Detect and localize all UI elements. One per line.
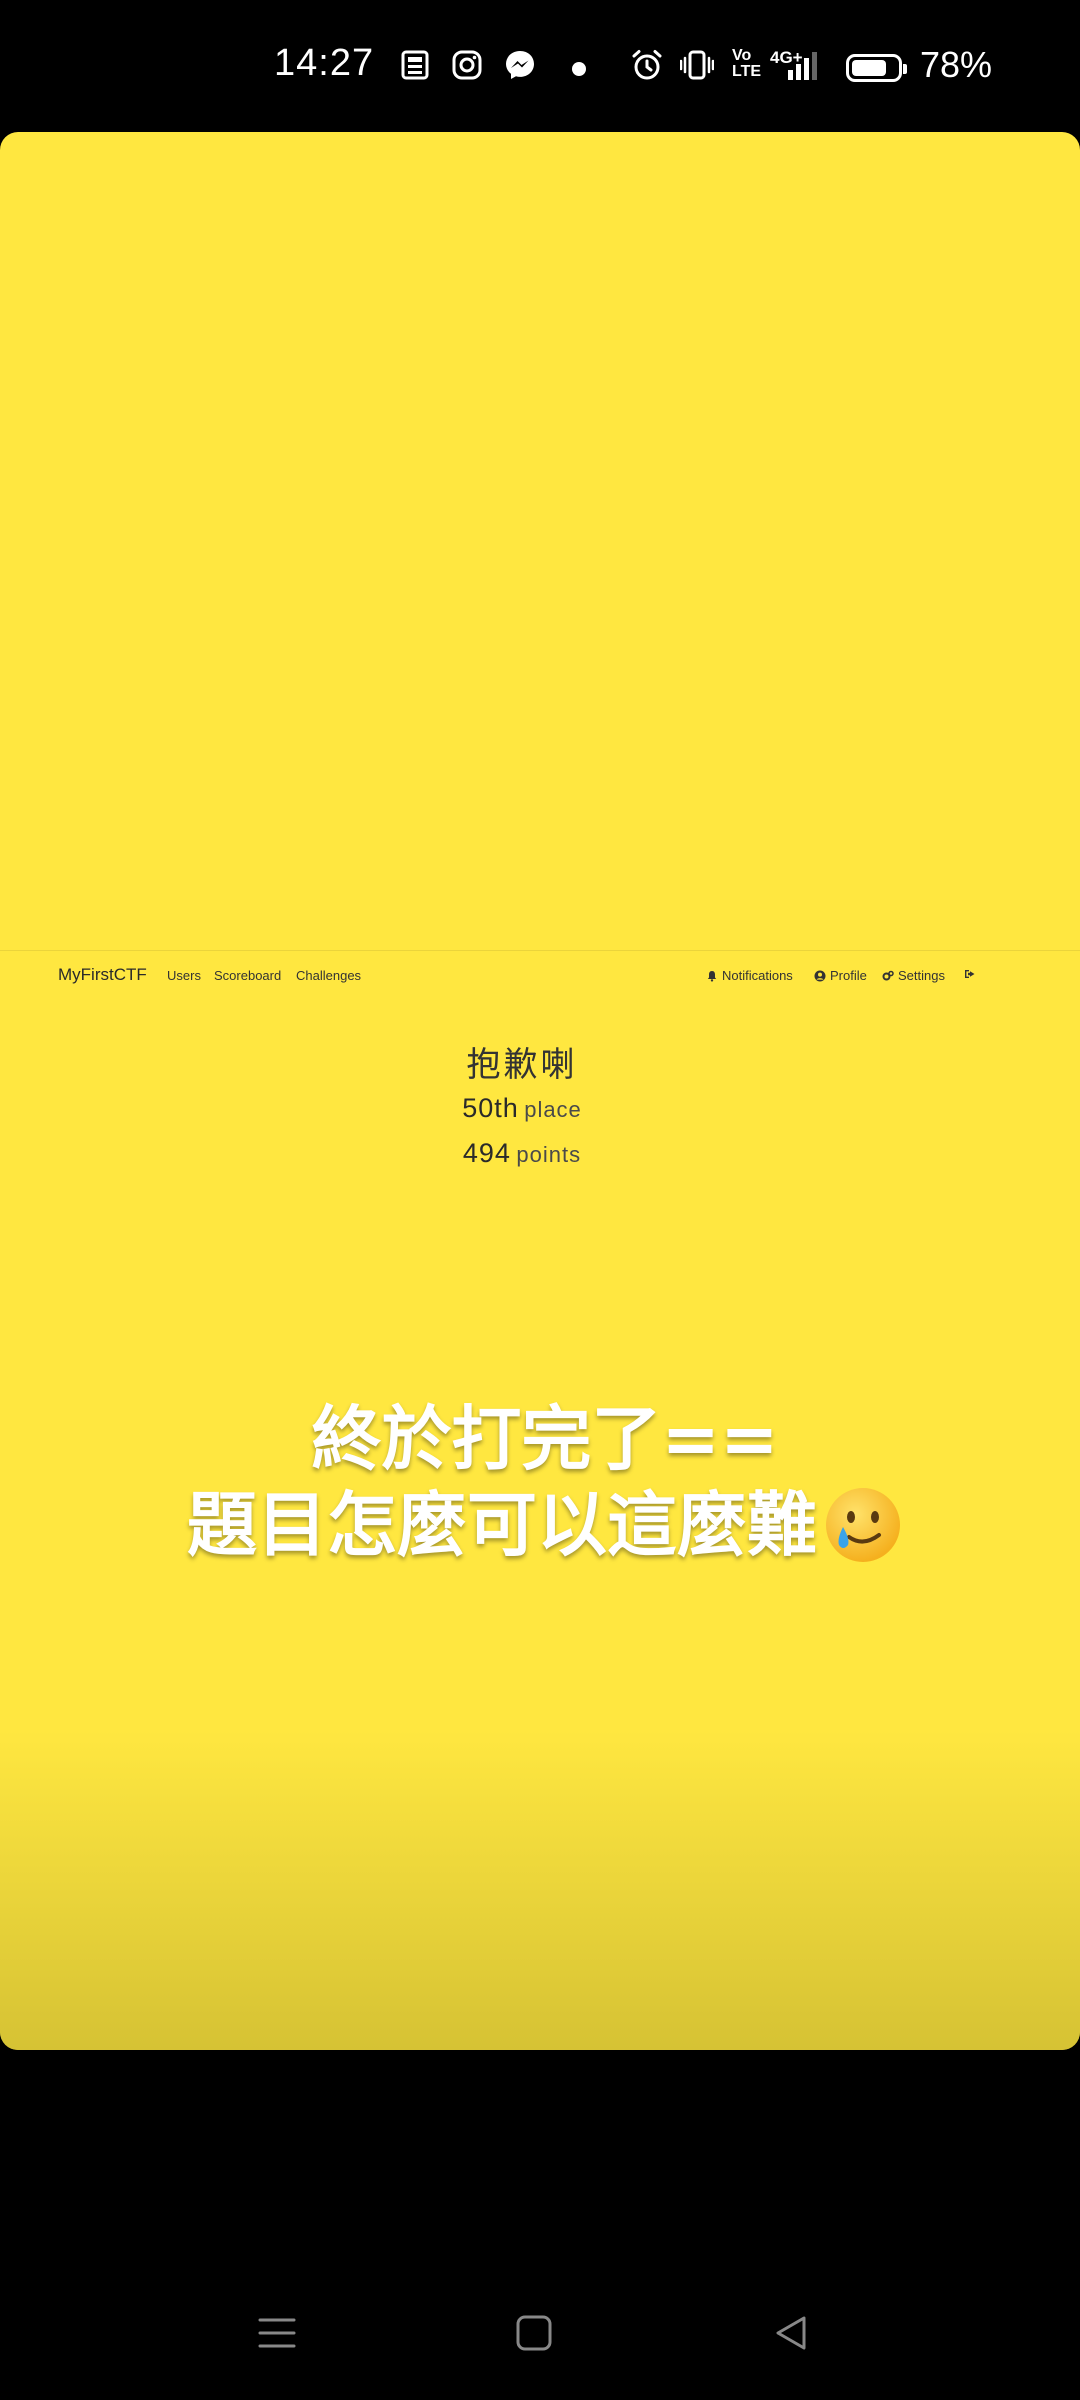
nav-link-settings: Settings — [882, 968, 945, 983]
place-line: 50th place — [0, 1088, 1044, 1133]
home-button[interactable] — [511, 2310, 557, 2356]
user-circle-icon — [814, 970, 826, 981]
messenger-icon — [506, 51, 534, 79]
alarm-icon — [632, 50, 662, 80]
story-bottom-shade — [0, 1730, 1080, 2050]
team-standing: 抱歉喇 50th place 494 points — [0, 1042, 1044, 1178]
points-line: 494 points — [0, 1133, 1044, 1178]
nav-link-logout — [964, 968, 976, 980]
status-bar: 14:27 Vo LTE 4G+ 78% — [0, 0, 1080, 132]
ctf-navbar: MyFirstCTF Users Scoreboard Challenges N… — [0, 950, 1080, 1001]
nav-link-challenges: Challenges — [296, 968, 362, 983]
battery-percent: 78% — [920, 44, 993, 85]
caption-line-2: 題目怎麼可以這麼難 — [187, 1484, 817, 1566]
ctf-brand: MyFirstCTF — [58, 965, 147, 984]
nav-link-profile: Profile — [814, 968, 867, 983]
smiling-face-with-tear-icon — [826, 1488, 900, 1562]
story-card[interactable]: MyFirstCTF Users Scoreboard Challenges N… — [0, 132, 1080, 2050]
place-number: 50th — [462, 1093, 519, 1123]
story-caption: 終於打完了== 題目怎麼可以這麼難 — [0, 1396, 1080, 1568]
signal-bars-icon — [788, 52, 817, 80]
instagram-icon — [452, 50, 482, 80]
menu-button[interactable] — [254, 2310, 300, 2356]
points-word: points — [516, 1142, 582, 1167]
team-name: 抱歉喇 — [466, 1045, 578, 1085]
nav-link-users: Users — [167, 968, 201, 983]
notification-dot — [572, 62, 586, 76]
bell-icon — [707, 970, 717, 982]
logout-icon — [965, 970, 975, 978]
nav-link-scoreboard: Scoreboard — [214, 968, 282, 983]
volte-icon: Vo LTE — [732, 47, 762, 80]
points-number: 494 — [462, 1138, 511, 1168]
caption-line-1: 終於打完了== — [311, 1398, 779, 1480]
nav-link-notifications: Notifications — [706, 968, 793, 983]
system-nav-bar — [0, 2280, 1080, 2390]
signal-4g-icon: 4G+ — [770, 48, 803, 67]
place-word: place — [524, 1097, 582, 1122]
back-button[interactable] — [768, 2310, 814, 2356]
news-icon — [401, 50, 429, 80]
vibrate-icon — [680, 50, 714, 80]
status-time: 14:27 — [274, 42, 375, 84]
cogs-icon — [882, 970, 894, 980]
battery-icon — [846, 54, 907, 82]
